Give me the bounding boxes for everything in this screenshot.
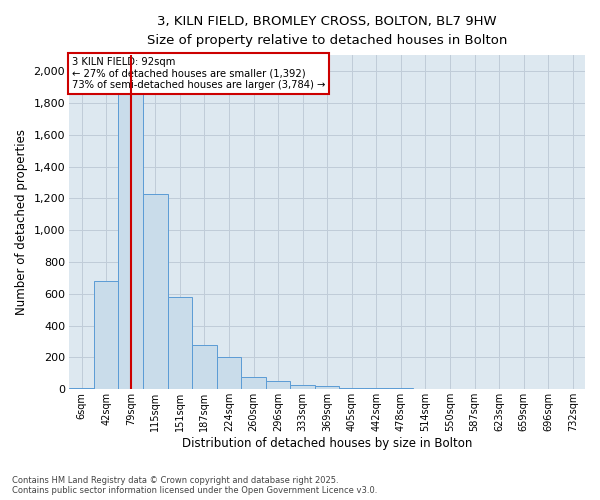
X-axis label: Distribution of detached houses by size in Bolton: Distribution of detached houses by size … (182, 437, 472, 450)
Bar (217, 358, 241, 390)
Bar (192, 344, 217, 390)
Bar (340, 388, 364, 390)
Bar (241, 376, 266, 390)
Bar (70, 388, 94, 390)
Y-axis label: Number of detached properties: Number of detached properties (15, 129, 28, 315)
Bar (290, 384, 315, 390)
Bar (266, 382, 290, 390)
Title: 3, KILN FIELD, BROMLEY CROSS, BOLTON, BL7 9HW
Size of property relative to detac: 3, KILN FIELD, BROMLEY CROSS, BOLTON, BL… (147, 15, 508, 47)
Bar (118, 78, 143, 390)
Bar (143, 194, 167, 390)
Bar (389, 388, 413, 390)
Bar (94, 281, 118, 390)
Text: Contains HM Land Registry data © Crown copyright and database right 2025.
Contai: Contains HM Land Registry data © Crown c… (12, 476, 377, 495)
Bar (167, 297, 192, 390)
Bar (315, 386, 340, 390)
Text: 3 KILN FIELD: 92sqm
← 27% of detached houses are smaller (1,392)
73% of semi-det: 3 KILN FIELD: 92sqm ← 27% of detached ho… (72, 57, 325, 90)
Bar (364, 388, 389, 390)
